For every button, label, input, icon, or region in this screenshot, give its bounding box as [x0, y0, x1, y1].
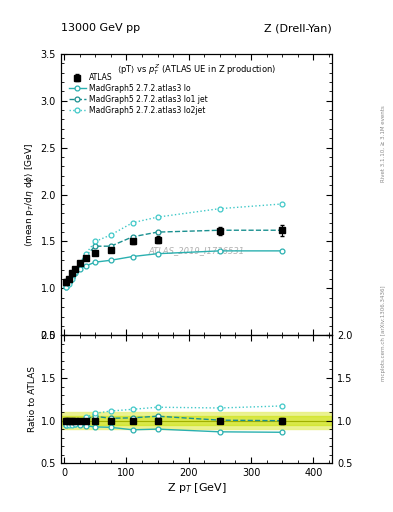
- Bar: [61, 416, 332, 425]
- MadGraph5 2.7.2.atlas3 lo1 jet: [73, 267, 77, 273]
- MadGraph5 2.7.2.atlas3 lo2jet: [130, 220, 135, 226]
- Text: Rivet 3.1.10, ≥ 3.1M events: Rivet 3.1.10, ≥ 3.1M events: [381, 105, 386, 182]
- MadGraph5 2.7.2.atlas3 lo1 jet: [280, 227, 285, 233]
- MadGraph5 2.7.2.atlas3 lo: [63, 282, 68, 288]
- MadGraph5 2.7.2.atlas3 lo2jet: [93, 239, 97, 245]
- MadGraph5 2.7.2.atlas3 lo: [93, 259, 97, 265]
- Y-axis label: $\langle$mean p$_T$/d$\eta$ d$\phi$$\rangle$ [GeV]: $\langle$mean p$_T$/d$\eta$ d$\phi$$\ran…: [24, 142, 37, 247]
- MadGraph5 2.7.2.atlas3 lo1 jet: [66, 279, 71, 285]
- MadGraph5 2.7.2.atlas3 lo1 jet: [93, 243, 97, 249]
- Text: $\langle$pT$\rangle$ vs $p_T^Z$ (ATLAS UE in Z production): $\langle$pT$\rangle$ vs $p_T^Z$ (ATLAS U…: [117, 62, 276, 77]
- MadGraph5 2.7.2.atlas3 lo1 jet: [130, 233, 135, 240]
- MadGraph5 2.7.2.atlas3 lo: [73, 270, 77, 276]
- MadGraph5 2.7.2.atlas3 lo: [66, 279, 71, 285]
- MadGraph5 2.7.2.atlas3 lo: [77, 266, 82, 272]
- MadGraph5 2.7.2.atlas3 lo1 jet: [63, 284, 68, 290]
- Text: mcplots.cern.ch [arXiv:1306.3436]: mcplots.cern.ch [arXiv:1306.3436]: [381, 285, 386, 380]
- MadGraph5 2.7.2.atlas3 lo1 jet: [217, 227, 222, 233]
- Y-axis label: Ratio to ATLAS: Ratio to ATLAS: [28, 367, 37, 432]
- MadGraph5 2.7.2.atlas3 lo2jet: [155, 214, 160, 220]
- Text: ATLAS_2019_I1736531: ATLAS_2019_I1736531: [149, 246, 244, 255]
- Line: MadGraph5 2.7.2.atlas3 lo: MadGraph5 2.7.2.atlas3 lo: [63, 248, 285, 287]
- Text: 13000 GeV pp: 13000 GeV pp: [61, 23, 140, 33]
- MadGraph5 2.7.2.atlas3 lo2jet: [70, 276, 74, 282]
- MadGraph5 2.7.2.atlas3 lo1 jet: [83, 252, 88, 259]
- MadGraph5 2.7.2.atlas3 lo1 jet: [108, 243, 113, 249]
- MadGraph5 2.7.2.atlas3 lo2jet: [217, 205, 222, 212]
- MadGraph5 2.7.2.atlas3 lo: [108, 257, 113, 263]
- MadGraph5 2.7.2.atlas3 lo: [155, 251, 160, 257]
- Text: Z (Drell-Yan): Z (Drell-Yan): [264, 23, 332, 33]
- Line: MadGraph5 2.7.2.atlas3 lo1 jet: MadGraph5 2.7.2.atlas3 lo1 jet: [63, 228, 285, 289]
- MadGraph5 2.7.2.atlas3 lo: [217, 248, 222, 254]
- X-axis label: Z p$_T$ [GeV]: Z p$_T$ [GeV]: [167, 481, 226, 495]
- Line: MadGraph5 2.7.2.atlas3 lo2jet: MadGraph5 2.7.2.atlas3 lo2jet: [63, 202, 285, 290]
- MadGraph5 2.7.2.atlas3 lo2jet: [73, 269, 77, 275]
- Bar: [61, 412, 332, 429]
- MadGraph5 2.7.2.atlas3 lo2jet: [63, 285, 68, 291]
- MadGraph5 2.7.2.atlas3 lo2jet: [66, 281, 71, 287]
- MadGraph5 2.7.2.atlas3 lo2jet: [77, 260, 82, 266]
- MadGraph5 2.7.2.atlas3 lo: [130, 253, 135, 260]
- MadGraph5 2.7.2.atlas3 lo: [83, 263, 88, 269]
- MadGraph5 2.7.2.atlas3 lo1 jet: [77, 260, 82, 266]
- MadGraph5 2.7.2.atlas3 lo2jet: [83, 251, 88, 257]
- Legend: ATLAS, MadGraph5 2.7.2.atlas3 lo, MadGraph5 2.7.2.atlas3 lo1 jet, MadGraph5 2.7.: ATLAS, MadGraph5 2.7.2.atlas3 lo, MadGra…: [68, 72, 209, 116]
- MadGraph5 2.7.2.atlas3 lo: [70, 274, 74, 280]
- MadGraph5 2.7.2.atlas3 lo: [280, 248, 285, 254]
- MadGraph5 2.7.2.atlas3 lo2jet: [108, 232, 113, 238]
- MadGraph5 2.7.2.atlas3 lo2jet: [280, 201, 285, 207]
- MadGraph5 2.7.2.atlas3 lo1 jet: [155, 229, 160, 235]
- MadGraph5 2.7.2.atlas3 lo1 jet: [70, 274, 74, 280]
